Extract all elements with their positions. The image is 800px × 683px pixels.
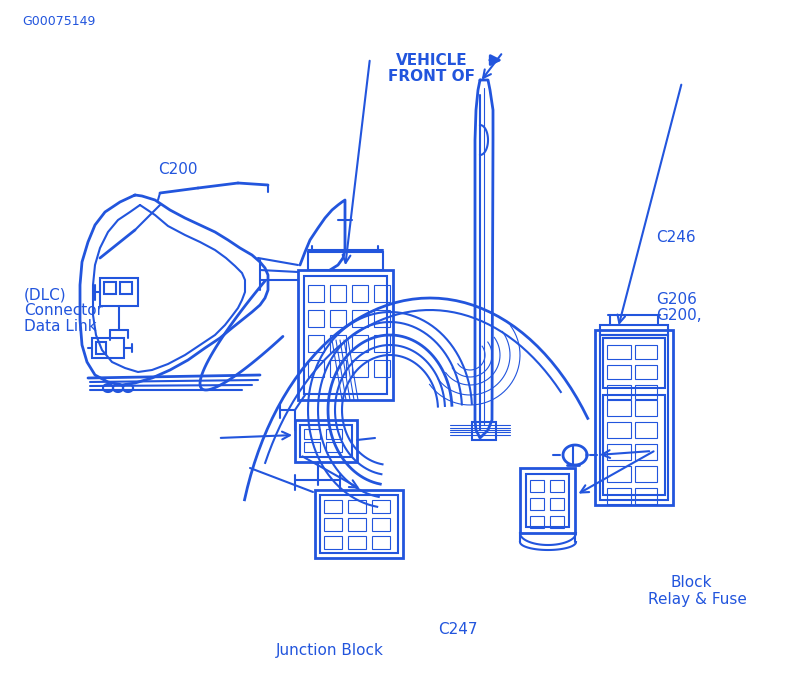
Text: C246: C246: [656, 230, 696, 245]
Text: C247: C247: [438, 622, 478, 637]
Text: C200: C200: [158, 162, 198, 177]
Bar: [607, 444, 631, 460]
Text: Relay & Fuse: Relay & Fuse: [648, 592, 747, 607]
Bar: [374, 360, 390, 377]
Bar: [372, 536, 390, 549]
Text: Block: Block: [670, 575, 712, 590]
Bar: [600, 335, 668, 500]
Bar: [308, 335, 324, 352]
Bar: [352, 335, 368, 352]
Bar: [330, 335, 346, 352]
Bar: [324, 518, 342, 531]
Bar: [120, 282, 132, 294]
Bar: [298, 270, 393, 400]
Bar: [324, 536, 342, 549]
Bar: [304, 429, 320, 439]
Bar: [607, 488, 631, 504]
Bar: [330, 360, 346, 377]
Bar: [104, 282, 116, 294]
Bar: [330, 285, 346, 302]
Text: G200,: G200,: [656, 308, 702, 323]
Bar: [607, 345, 631, 359]
Bar: [304, 276, 387, 394]
Bar: [530, 516, 544, 528]
Bar: [526, 474, 569, 527]
Bar: [635, 365, 657, 379]
Text: G206: G206: [656, 292, 697, 307]
Bar: [530, 480, 544, 492]
Text: VEHICLE: VEHICLE: [396, 53, 468, 68]
Text: FRONT OF: FRONT OF: [389, 69, 475, 84]
Bar: [308, 252, 383, 270]
Bar: [374, 310, 390, 327]
Bar: [607, 400, 631, 416]
Bar: [635, 345, 657, 359]
Bar: [603, 338, 665, 388]
Bar: [348, 536, 366, 549]
Bar: [326, 429, 342, 439]
Bar: [530, 498, 544, 510]
Bar: [603, 395, 665, 495]
Bar: [330, 310, 346, 327]
Bar: [520, 468, 575, 533]
Bar: [607, 385, 631, 399]
Bar: [372, 518, 390, 531]
Bar: [348, 500, 366, 513]
Bar: [550, 516, 564, 528]
Bar: [635, 422, 657, 438]
Bar: [635, 385, 657, 399]
Text: G00075149: G00075149: [22, 15, 96, 29]
Bar: [374, 335, 390, 352]
Bar: [595, 330, 673, 505]
Text: Data Link: Data Link: [24, 319, 97, 334]
Bar: [324, 500, 342, 513]
Bar: [352, 310, 368, 327]
Bar: [308, 285, 324, 302]
Bar: [374, 285, 390, 302]
Bar: [607, 466, 631, 482]
Bar: [308, 360, 324, 377]
Bar: [352, 360, 368, 377]
Bar: [315, 490, 403, 558]
Bar: [372, 500, 390, 513]
Bar: [352, 285, 368, 302]
Bar: [472, 422, 496, 440]
Text: Connector: Connector: [24, 303, 103, 318]
Bar: [100, 278, 138, 306]
Bar: [304, 442, 320, 452]
Bar: [607, 422, 631, 438]
Bar: [295, 420, 357, 462]
Bar: [635, 488, 657, 504]
Bar: [635, 466, 657, 482]
Bar: [607, 365, 631, 379]
Bar: [635, 400, 657, 416]
Bar: [320, 495, 398, 553]
Bar: [308, 310, 324, 327]
Bar: [96, 342, 106, 354]
Bar: [550, 498, 564, 510]
Text: (DLC): (DLC): [24, 288, 66, 303]
Bar: [600, 325, 668, 335]
Bar: [326, 442, 342, 452]
Bar: [348, 518, 366, 531]
Bar: [300, 425, 352, 457]
Bar: [635, 444, 657, 460]
Text: Junction Block: Junction Block: [276, 643, 384, 658]
Bar: [92, 338, 124, 358]
Bar: [550, 480, 564, 492]
